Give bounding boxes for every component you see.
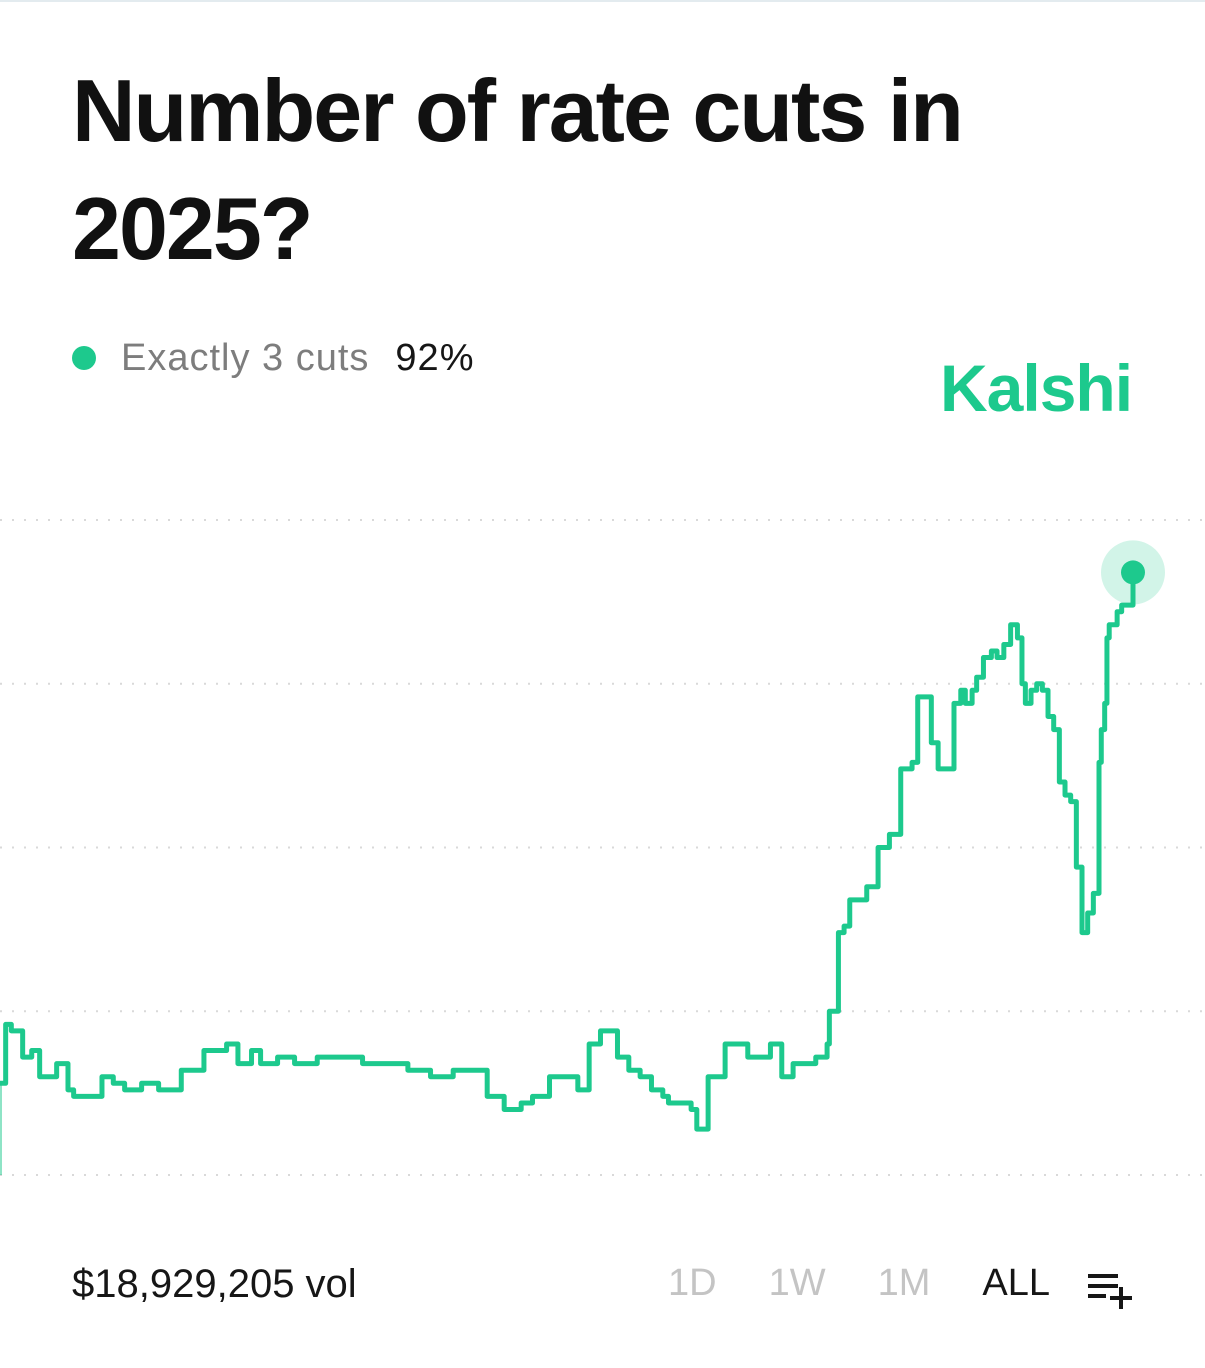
series-line <box>0 572 1136 1132</box>
range-tab-1w[interactable]: 1W <box>768 1262 826 1304</box>
brand-logo: Kalshi <box>940 351 1133 425</box>
top-divider <box>0 0 1205 2</box>
playlist-add-icon[interactable] <box>1086 1270 1138 1310</box>
legend-dot-icon <box>72 346 96 370</box>
price-chart <box>0 519 1205 1176</box>
volume-label: $18,929,205 vol <box>72 1262 357 1306</box>
range-tab-1d[interactable]: 1D <box>668 1262 717 1304</box>
legend-value: 92% <box>395 336 475 379</box>
range-tab-1m[interactable]: 1M <box>877 1262 931 1304</box>
legend-label: Exactly 3 cuts <box>121 336 370 379</box>
last-point-marker <box>1121 560 1145 585</box>
range-tabs: 1D 1W 1M ALL <box>668 1262 1102 1305</box>
page-title: Number of rate cuts in 2025? <box>72 61 964 278</box>
range-tab-all[interactable]: ALL <box>982 1262 1050 1304</box>
chart-legend: Exactly 3 cuts 92% <box>72 334 474 382</box>
